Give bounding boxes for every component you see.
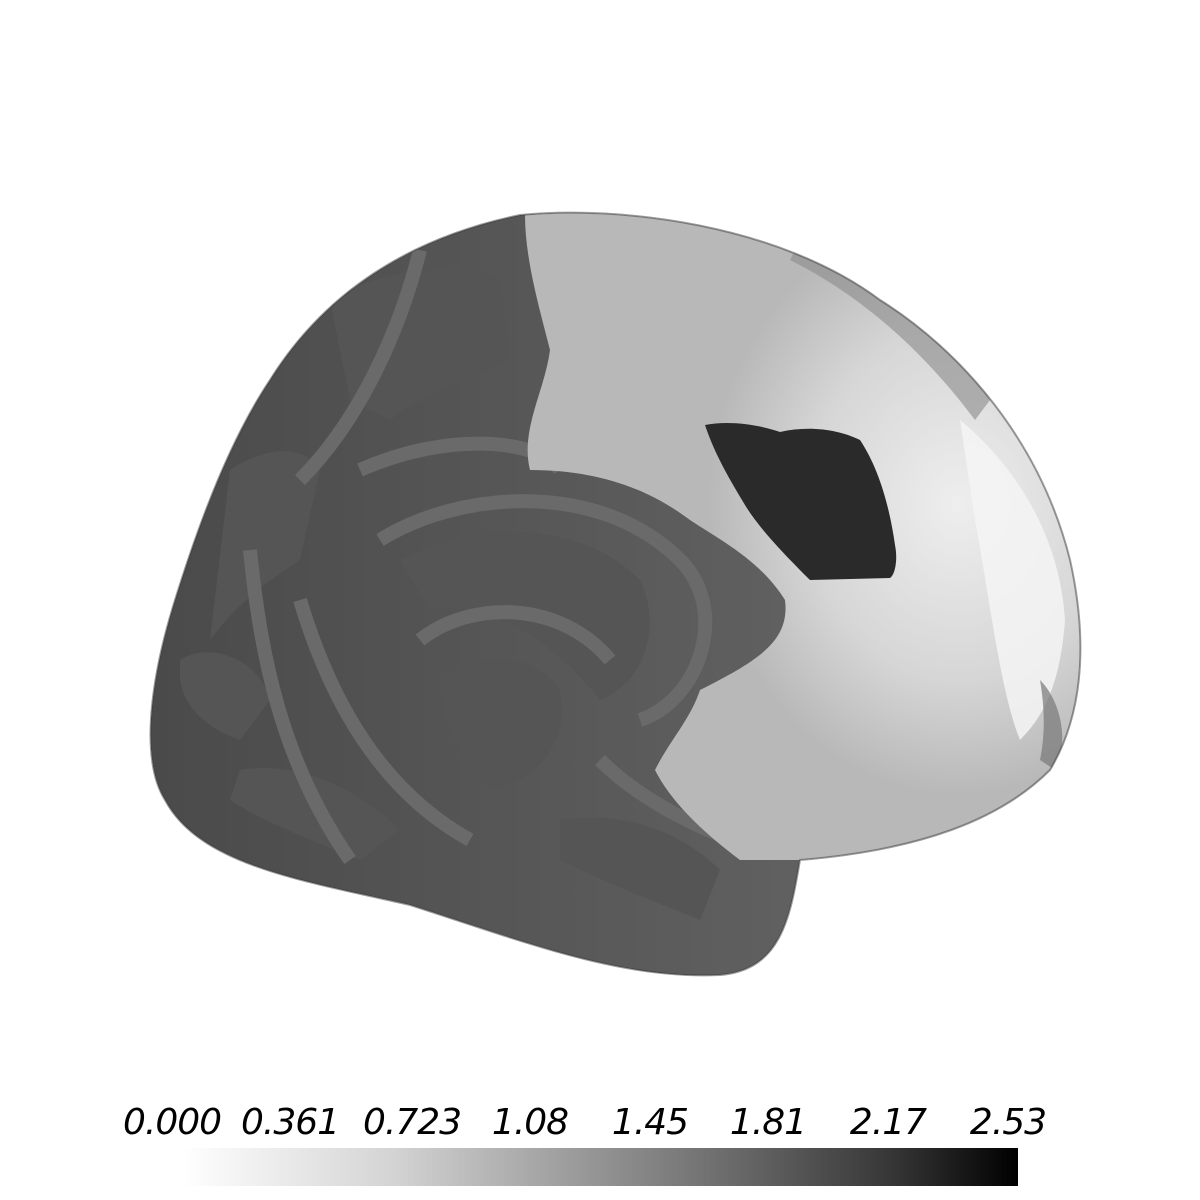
brain-surface-render [149,211,1082,977]
colorbar-tick-label: 2.17 [849,1102,927,1143]
colorbar-tick-label: 1.08 [491,1102,569,1143]
surface-outline [149,211,1082,977]
dark-spot-region [705,422,897,580]
rim-shadow [790,240,990,420]
colorbar-tick-label: 0.361 [240,1102,340,1143]
colorbar-tick-label: 0.723 [362,1102,462,1143]
colorbar-tick-label: 1.81 [729,1102,807,1143]
specular-highlight [960,420,1065,740]
colorbar: 0.000 0.361 0.723 1.08 1.45 1.81 2.17 2.… [0,1080,1200,1200]
colorbar-tick-label: 2.53 [969,1102,1047,1143]
cortical-surface [150,212,1081,976]
colorbar-tick-label: 0.000 [122,1102,222,1143]
rim-shadow-lower [1040,680,1063,770]
colorbar-gradient [182,1148,1018,1186]
colorbar-tick-label: 1.45 [611,1102,689,1143]
